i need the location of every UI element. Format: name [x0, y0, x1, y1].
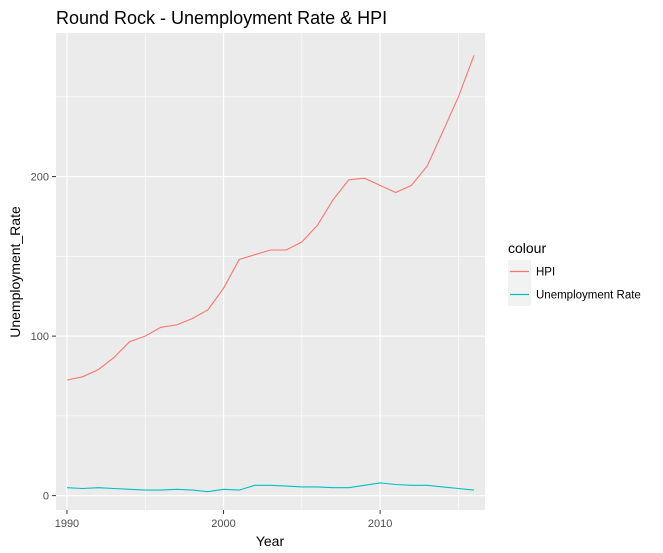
x-tick-label: 1990	[55, 518, 79, 530]
y-tick-label: 0	[43, 491, 49, 503]
y-tick-label: 100	[31, 331, 49, 343]
legend-label-hpi: HPI	[536, 267, 555, 279]
y-tick-label: 200	[31, 172, 49, 184]
series-line-hpi	[66, 55, 475, 381]
legend-label-unemployment-rate: Unemployment Rate	[536, 290, 641, 302]
x-tick-label: 2000	[211, 518, 235, 530]
chart-title: Round Rock - Unemployment Rate & HPI	[56, 8, 387, 28]
legend-title: colour	[508, 240, 546, 256]
x-axis: 1990 2000 2010	[55, 510, 392, 530]
y-axis-title: Unemployment_Rate	[7, 206, 23, 338]
y-axis: 0 100 200	[31, 172, 56, 503]
grid-lines	[56, 33, 485, 510]
series-line-unemployment-rate	[66, 482, 475, 493]
legend: colour HPI Unemployment Rate	[508, 240, 641, 306]
series-lines	[66, 55, 475, 493]
plot-panel	[56, 33, 485, 510]
x-axis-title: Year	[256, 533, 285, 549]
x-tick-label: 2010	[368, 518, 392, 530]
